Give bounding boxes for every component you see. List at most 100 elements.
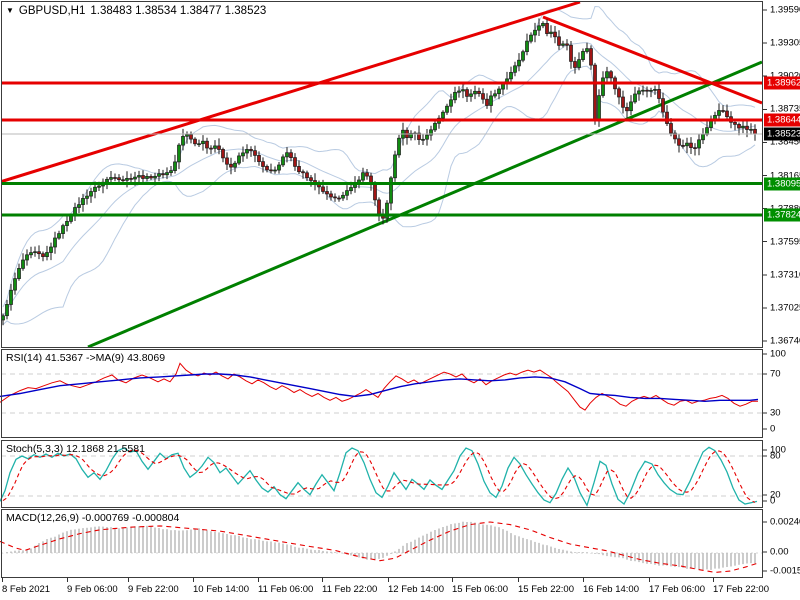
time-tick-label: 9 Feb 22:00 — [128, 584, 179, 595]
macd-indicator-label: MACD(12,26,9) -0.000769 -0.000804 — [6, 512, 180, 524]
candle-bullish — [601, 77, 605, 96]
symbol-timeframe-label: GBPUSD,H1 — [18, 5, 86, 17]
candle-bullish — [241, 152, 245, 157]
candle-bearish — [689, 142, 693, 148]
stoch-panel-border — [1, 440, 763, 508]
candle-bearish — [265, 166, 269, 171]
candle-bullish — [345, 190, 349, 196]
candle-bullish — [181, 136, 185, 146]
ascending-channel-line[interactable] — [0, 2, 581, 183]
candle-bullish — [537, 25, 541, 31]
candle-bearish — [593, 64, 597, 120]
candle-bearish — [725, 110, 729, 118]
price-tick-label: 1.38165 — [770, 170, 800, 181]
candle-bullish — [585, 48, 589, 52]
candle-bullish — [57, 233, 61, 239]
candle-bearish — [149, 176, 153, 179]
candle-bullish — [285, 152, 289, 158]
candle-bearish — [249, 149, 253, 151]
candle-bullish — [137, 175, 141, 178]
candle-bullish — [521, 51, 525, 61]
candle-bullish — [45, 252, 49, 257]
candle-bearish — [553, 31, 557, 38]
candle-bullish — [529, 34, 533, 42]
candle-bullish — [457, 90, 461, 93]
time-tick-label: 17 Feb 22:00 — [713, 584, 769, 595]
candle-bearish — [129, 178, 133, 180]
support-price-tag: 1.38095 — [764, 177, 800, 191]
rsi-scale-label: 70 — [770, 368, 781, 380]
time-scale[interactable]: 8 Feb 2021 9 Feb 06:00 9 Feb 22:00 10 Feb 1… — [0, 581, 800, 600]
candle-bearish — [737, 124, 741, 129]
candle-bullish — [697, 139, 701, 149]
candle-bearish — [753, 128, 757, 135]
candle-bearish — [609, 71, 613, 79]
time-tick-label: 15 Feb 22:00 — [518, 584, 574, 595]
candle-bullish — [245, 149, 249, 154]
candle-bullish — [125, 178, 129, 181]
candle-bullish — [237, 155, 241, 164]
chevron-down-icon[interactable]: ▼ — [6, 6, 14, 15]
candle-bullish — [65, 221, 69, 226]
candle-bearish — [225, 157, 229, 165]
price-tick-label: 1.36740 — [770, 335, 800, 347]
support-price-tag: 1.37824 — [764, 208, 800, 222]
candle-bullish — [489, 95, 493, 106]
time-tick-label: 15 Feb 06:00 — [452, 584, 508, 595]
candle-bullish — [741, 125, 745, 129]
candle-bullish — [153, 175, 157, 179]
ascending-support-line[interactable] — [87, 60, 762, 347]
resistance-price-tag: 1.38962 — [764, 76, 800, 90]
current-price-tag: 1.38523 — [764, 127, 800, 141]
candle-bearish — [229, 163, 233, 168]
candle-bullish — [61, 225, 65, 234]
candle-bearish — [305, 172, 309, 179]
candle-bullish — [701, 134, 705, 141]
candle-bullish — [397, 137, 401, 156]
rsi-ma-line — [0, 373, 759, 403]
candle-bearish — [569, 44, 573, 62]
candle-bullish — [173, 161, 177, 171]
candle-bearish — [733, 122, 737, 125]
rsi-panel-border — [1, 349, 763, 438]
candle-bullish — [705, 127, 709, 135]
candle-bullish — [533, 29, 537, 36]
candle-bearish — [121, 179, 125, 182]
time-tick-label: 11 Feb 22:00 — [322, 584, 378, 595]
descending-resistance-line[interactable] — [542, 15, 762, 105]
stoch-scale-label: 20 — [770, 489, 781, 501]
candle-bearish — [37, 251, 41, 255]
candle-bullish — [145, 176, 149, 179]
price-tick-label: 1.38450 — [770, 136, 800, 148]
candle-bullish — [633, 93, 637, 103]
candle-bullish — [445, 105, 449, 113]
candle-bearish — [481, 93, 485, 100]
stoch-scale-label: 80 — [770, 450, 781, 462]
candle-bearish — [337, 197, 341, 200]
rsi-scale-label: 30 — [770, 407, 781, 419]
candle-bearish — [621, 96, 625, 108]
price-tick-label: 1.37310 — [770, 269, 800, 281]
candle-bearish — [373, 184, 377, 201]
candle-bullish — [497, 88, 501, 95]
candle-bearish — [193, 138, 197, 145]
price-scale[interactable]: 1.39590 1.39305 1.39020 1.38735 1.38450 1.381… — [763, 0, 800, 600]
candle-bullish — [53, 237, 57, 248]
candle-bearish — [377, 199, 381, 216]
candle-bearish — [721, 110, 725, 112]
candle-bullish — [105, 178, 109, 183]
candle-bullish — [89, 191, 93, 197]
time-tick-label: 9 Feb 06:00 — [67, 584, 118, 595]
candle-bearish — [209, 147, 213, 150]
candle-bullish — [577, 59, 581, 68]
candle-bearish — [565, 43, 569, 46]
candle-bearish — [673, 132, 677, 140]
candle-bearish — [141, 175, 145, 179]
macd-signal-line — [0, 521, 758, 573]
candle-bearish — [669, 123, 673, 134]
candle-bearish — [333, 196, 337, 199]
candle-bullish — [93, 186, 97, 192]
candle-bullish — [717, 110, 721, 116]
